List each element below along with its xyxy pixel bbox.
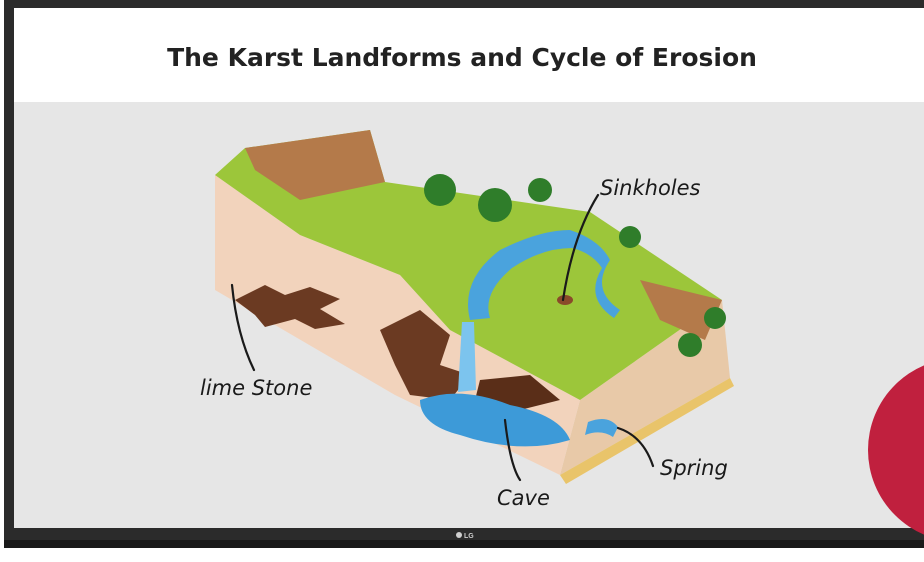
sinkhole: [557, 295, 573, 305]
spring-outflow: [585, 418, 618, 437]
cliff-right: [640, 280, 722, 340]
accent-circle: [868, 365, 924, 535]
pointer-line: [561, 193, 600, 302]
slide-title: The Karst Landforms and Cycle of Erosion: [167, 43, 757, 72]
label-spring: Spring: [660, 456, 728, 480]
trees: [424, 174, 726, 357]
label-limestone: lime Stone: [200, 376, 312, 400]
bezel-bottom: [4, 540, 924, 548]
top-surface: [215, 130, 722, 400]
cliff: [245, 130, 385, 200]
pointer-line: [230, 283, 256, 372]
karst-illustration: [215, 130, 734, 484]
pointer-line: [503, 418, 522, 482]
brand-logo: [456, 532, 462, 538]
cave-pool: [420, 393, 570, 447]
pointer-line: [616, 426, 655, 468]
river: [468, 230, 620, 320]
label-sinkholes: Sinkholes: [600, 176, 701, 200]
brand-text: LG: [464, 533, 474, 540]
cave-passage: [380, 310, 470, 400]
label-cave: Cave: [497, 486, 550, 510]
base-edge: [560, 378, 734, 484]
waterfall: [458, 322, 476, 392]
cave-passage: [235, 285, 345, 329]
title-bar: [14, 8, 924, 102]
